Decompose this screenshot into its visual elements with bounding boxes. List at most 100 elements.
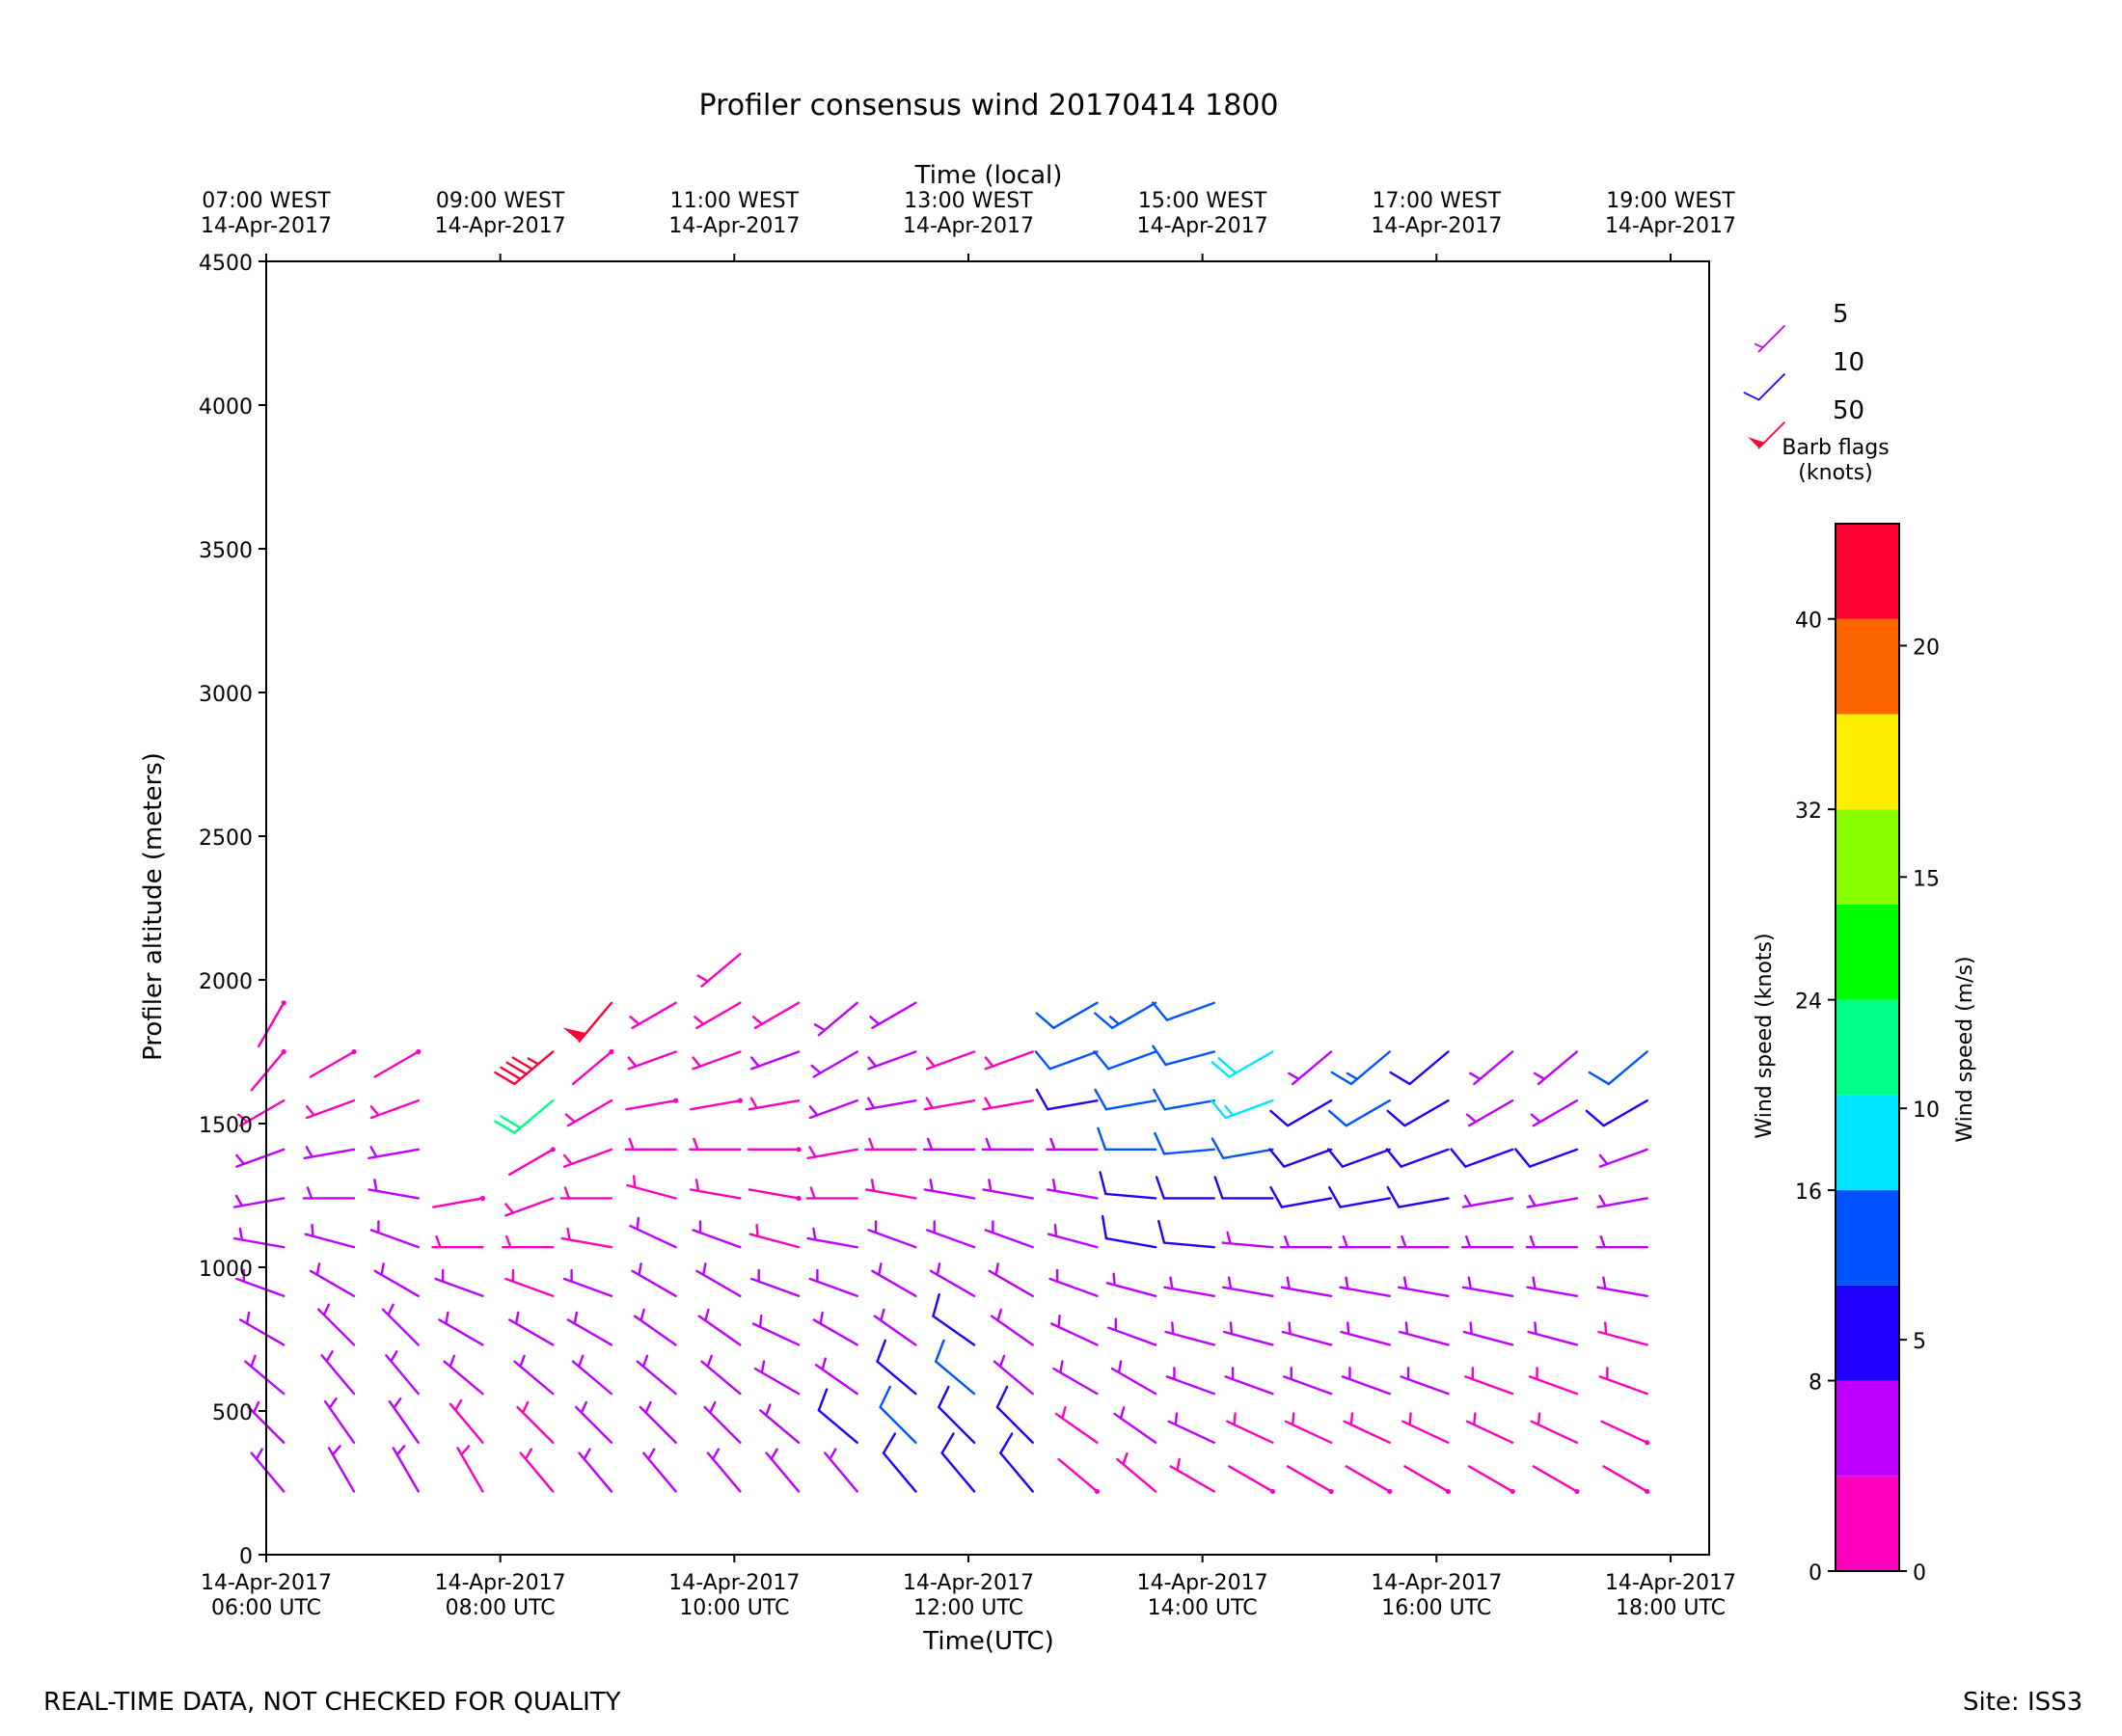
wind-barb	[808, 1268, 858, 1298]
barb-full	[1514, 1148, 1532, 1168]
wind-barb	[1469, 1050, 1514, 1086]
barb-full	[511, 1056, 534, 1071]
wind-barb	[250, 1048, 286, 1092]
barb-half	[821, 1357, 827, 1371]
wind-barb	[385, 1350, 420, 1396]
wind-barb	[882, 1432, 917, 1493]
barb-half	[644, 1400, 652, 1414]
barb-full	[1152, 1044, 1167, 1067]
barb-half	[880, 1308, 885, 1322]
barb-half	[234, 1194, 244, 1207]
wind-barb	[432, 1195, 486, 1208]
wind-barb	[317, 1303, 356, 1346]
barb-shaft	[1107, 1050, 1157, 1071]
wind-barb	[642, 1448, 677, 1493]
barb-half	[751, 1016, 764, 1026]
wind-barb	[1211, 1137, 1274, 1160]
barb-half	[1467, 1276, 1473, 1290]
barb-half	[1598, 1194, 1607, 1207]
top-x-tick-label-date: 14-Apr-2017	[1137, 214, 1268, 238]
wind-barb	[438, 1311, 484, 1346]
wind-barb	[1389, 1050, 1450, 1086]
wind-barb	[689, 1179, 742, 1200]
wind-barb	[1116, 1451, 1157, 1493]
top-x-tick-label-date: 14-Apr-2017	[668, 214, 800, 238]
colorbar-knots-tick-label: 16	[1795, 1180, 1822, 1205]
barb-half	[306, 1186, 313, 1200]
barb-shaft	[1403, 1099, 1450, 1127]
barb-half	[445, 1311, 449, 1325]
barb-half	[758, 1315, 763, 1329]
barb-legend-label: 5	[1833, 300, 1849, 329]
wind-barb	[1748, 421, 1785, 449]
barb-full	[494, 1120, 516, 1134]
wind-barb	[1465, 1099, 1514, 1127]
barb-half	[1292, 1412, 1295, 1426]
barb-shaft	[257, 1001, 286, 1048]
wind-barb	[1602, 1465, 1650, 1495]
barb-calm-dot	[479, 1195, 486, 1202]
barb-calm-dot	[281, 1000, 286, 1006]
barb-half	[702, 1262, 707, 1277]
wind-barb	[990, 1308, 1034, 1346]
barb-full	[1101, 1214, 1108, 1240]
barb-half	[460, 1445, 471, 1456]
wind-barb	[633, 1308, 677, 1346]
wind-barb	[876, 1339, 917, 1396]
barb-shaft	[1162, 1148, 1215, 1155]
wind-barb	[748, 1188, 802, 1202]
wind-barb	[502, 1234, 555, 1249]
barb-shaft	[508, 1148, 555, 1177]
colorbar-ms-label: Wind speed (m/s)	[1953, 956, 1977, 1142]
barb-half	[1171, 1321, 1175, 1336]
colorbar-knots-tick-label: 24	[1795, 990, 1822, 1015]
barb-half	[1108, 1016, 1121, 1026]
wind-barb	[984, 1050, 1034, 1071]
barb-full	[1157, 1219, 1166, 1244]
barb-calm-dot	[673, 1098, 679, 1103]
wind-barb	[373, 1262, 420, 1298]
wind-barb	[626, 1175, 677, 1200]
barb-half	[926, 1056, 936, 1068]
barb-shaft	[1165, 1001, 1215, 1021]
barb-shaft	[309, 1050, 356, 1078]
barb-half	[1604, 1321, 1608, 1336]
barb-half	[1224, 1105, 1235, 1117]
barb-half	[1401, 1234, 1407, 1249]
wind-barb	[323, 1397, 356, 1444]
wind-barb	[1588, 1050, 1648, 1086]
barb-calm-dot	[1645, 1488, 1650, 1495]
top-x-tick-label-time: 13:00 WEST	[904, 189, 1033, 213]
wind-barb	[925, 1220, 976, 1249]
barb-half	[1057, 1315, 1061, 1329]
barb-shaft	[1104, 1236, 1157, 1249]
wind-barb	[814, 1357, 858, 1396]
wind-barb	[923, 1097, 976, 1111]
barb-half	[760, 1360, 766, 1374]
wind-barb	[1099, 1171, 1157, 1200]
wind-barb	[1269, 1099, 1333, 1127]
wind-barb	[369, 1220, 420, 1249]
barb-half	[808, 1105, 819, 1117]
wind-barb	[864, 1137, 917, 1152]
colorbar-knots-tick-label: 8	[1809, 1371, 1822, 1396]
barb-full	[1326, 1148, 1345, 1168]
wind-barb	[388, 1397, 420, 1444]
wind-barb	[1152, 1088, 1215, 1111]
wind-barb	[879, 1385, 917, 1444]
wind-barb	[806, 1227, 858, 1249]
wind-barb	[1399, 1321, 1450, 1346]
barb-half	[580, 1400, 587, 1414]
barb-half	[505, 1234, 512, 1249]
wind-barb	[1047, 1223, 1099, 1249]
wind-barb	[1595, 1234, 1648, 1249]
barb-half	[711, 1448, 721, 1460]
wind-barb	[1596, 1276, 1648, 1298]
y-tick-label: 1500	[199, 1114, 253, 1138]
colorbar-ms-tick-label: 0	[1913, 1561, 1926, 1586]
barb-shaft	[1400, 1148, 1450, 1168]
colorbar-segment	[1836, 524, 1899, 619]
barb-full	[1213, 1176, 1224, 1200]
barb-shaft	[1398, 1197, 1450, 1208]
